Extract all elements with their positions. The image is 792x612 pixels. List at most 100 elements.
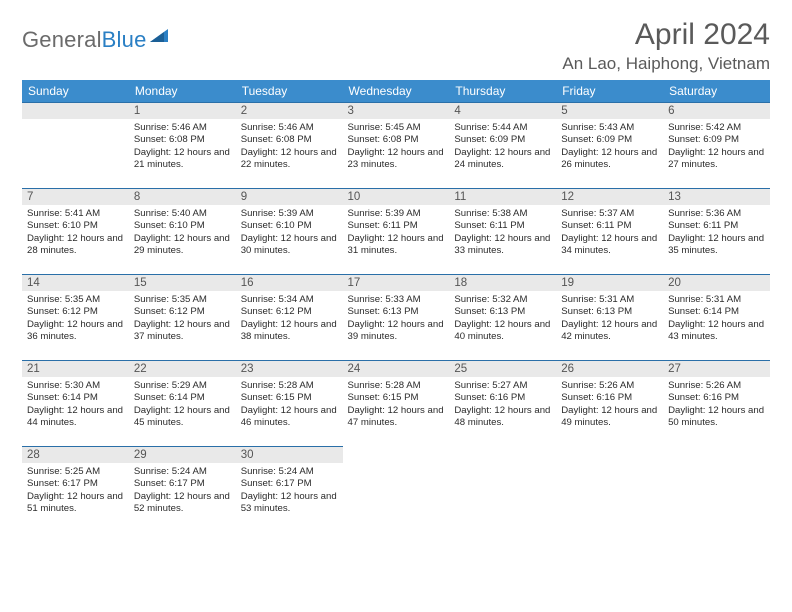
- calendar-cell-inner: 25Sunrise: 5:27 AMSunset: 6:16 PMDayligh…: [449, 360, 556, 446]
- calendar-cell: 10Sunrise: 5:39 AMSunset: 6:11 PMDayligh…: [343, 188, 450, 274]
- day-number: 1: [129, 102, 236, 119]
- daylight-text: Daylight: 12 hours and 35 minutes.: [668, 233, 765, 258]
- sunset-text: Sunset: 6:17 PM: [241, 478, 338, 490]
- cell-body: Sunrise: 5:36 AMSunset: 6:11 PMDaylight:…: [663, 205, 770, 259]
- sunset-text: Sunset: 6:17 PM: [134, 478, 231, 490]
- day-header: Thursday: [449, 80, 556, 102]
- day-number: 7: [22, 188, 129, 205]
- day-number: [22, 102, 129, 119]
- calendar-cell: 25Sunrise: 5:27 AMSunset: 6:16 PMDayligh…: [449, 360, 556, 446]
- calendar-cell-inner: [663, 446, 770, 532]
- sunrise-text: Sunrise: 5:39 AM: [348, 208, 445, 220]
- day-number: 9: [236, 188, 343, 205]
- title-block: April 2024 An Lao, Haiphong, Vietnam: [562, 18, 770, 74]
- calendar-cell: 26Sunrise: 5:26 AMSunset: 6:16 PMDayligh…: [556, 360, 663, 446]
- daylight-text: Daylight: 12 hours and 38 minutes.: [241, 319, 338, 344]
- brand-name: GeneralBlue: [22, 27, 147, 53]
- calendar-week-row: 14Sunrise: 5:35 AMSunset: 6:12 PMDayligh…: [22, 274, 770, 360]
- calendar-cell-inner: 16Sunrise: 5:34 AMSunset: 6:12 PMDayligh…: [236, 274, 343, 360]
- calendar-cell: 29Sunrise: 5:24 AMSunset: 6:17 PMDayligh…: [129, 446, 236, 532]
- day-number: 18: [449, 274, 556, 291]
- cell-body: Sunrise: 5:24 AMSunset: 6:17 PMDaylight:…: [236, 463, 343, 517]
- cell-body: Sunrise: 5:45 AMSunset: 6:08 PMDaylight:…: [343, 119, 450, 173]
- daylight-text: Daylight: 12 hours and 29 minutes.: [134, 233, 231, 258]
- day-number: 2: [236, 102, 343, 119]
- calendar-cell: [556, 446, 663, 532]
- calendar-cell: 2Sunrise: 5:46 AMSunset: 6:08 PMDaylight…: [236, 102, 343, 188]
- day-number: 25: [449, 360, 556, 377]
- day-header: Saturday: [663, 80, 770, 102]
- cell-body: Sunrise: 5:43 AMSunset: 6:09 PMDaylight:…: [556, 119, 663, 173]
- sunset-text: Sunset: 6:17 PM: [27, 478, 124, 490]
- cell-body: Sunrise: 5:35 AMSunset: 6:12 PMDaylight:…: [22, 291, 129, 345]
- sunrise-text: Sunrise: 5:24 AM: [134, 466, 231, 478]
- day-number: 15: [129, 274, 236, 291]
- cell-body: Sunrise: 5:39 AMSunset: 6:10 PMDaylight:…: [236, 205, 343, 259]
- cell-body: Sunrise: 5:25 AMSunset: 6:17 PMDaylight:…: [22, 463, 129, 517]
- calendar-cell-inner: 13Sunrise: 5:36 AMSunset: 6:11 PMDayligh…: [663, 188, 770, 274]
- calendar-body: 1Sunrise: 5:46 AMSunset: 6:08 PMDaylight…: [22, 102, 770, 532]
- sunrise-text: Sunrise: 5:30 AM: [27, 380, 124, 392]
- calendar-cell-inner: [343, 446, 450, 532]
- calendar-cell: 8Sunrise: 5:40 AMSunset: 6:10 PMDaylight…: [129, 188, 236, 274]
- sunrise-text: Sunrise: 5:33 AM: [348, 294, 445, 306]
- sunrise-text: Sunrise: 5:29 AM: [134, 380, 231, 392]
- calendar-cell-inner: 11Sunrise: 5:38 AMSunset: 6:11 PMDayligh…: [449, 188, 556, 274]
- day-number: 30: [236, 446, 343, 463]
- cell-body: Sunrise: 5:28 AMSunset: 6:15 PMDaylight:…: [236, 377, 343, 431]
- day-number: 23: [236, 360, 343, 377]
- daylight-text: Daylight: 12 hours and 33 minutes.: [454, 233, 551, 258]
- sunrise-text: Sunrise: 5:27 AM: [454, 380, 551, 392]
- daylight-text: Daylight: 12 hours and 39 minutes.: [348, 319, 445, 344]
- sunset-text: Sunset: 6:16 PM: [668, 392, 765, 404]
- calendar-cell: 4Sunrise: 5:44 AMSunset: 6:09 PMDaylight…: [449, 102, 556, 188]
- calendar-cell: 24Sunrise: 5:28 AMSunset: 6:15 PMDayligh…: [343, 360, 450, 446]
- sunrise-text: Sunrise: 5:28 AM: [241, 380, 338, 392]
- calendar-cell: 1Sunrise: 5:46 AMSunset: 6:08 PMDaylight…: [129, 102, 236, 188]
- calendar-cell: 3Sunrise: 5:45 AMSunset: 6:08 PMDaylight…: [343, 102, 450, 188]
- sunset-text: Sunset: 6:15 PM: [241, 392, 338, 404]
- day-number: 11: [449, 188, 556, 205]
- daylight-text: Daylight: 12 hours and 22 minutes.: [241, 147, 338, 172]
- cell-body: Sunrise: 5:30 AMSunset: 6:14 PMDaylight:…: [22, 377, 129, 431]
- calendar-cell-inner: 18Sunrise: 5:32 AMSunset: 6:13 PMDayligh…: [449, 274, 556, 360]
- cell-body: Sunrise: 5:41 AMSunset: 6:10 PMDaylight:…: [22, 205, 129, 259]
- sunset-text: Sunset: 6:12 PM: [27, 306, 124, 318]
- day-header: Friday: [556, 80, 663, 102]
- calendar-cell: 23Sunrise: 5:28 AMSunset: 6:15 PMDayligh…: [236, 360, 343, 446]
- calendar-cell-inner: 2Sunrise: 5:46 AMSunset: 6:08 PMDaylight…: [236, 102, 343, 188]
- daylight-text: Daylight: 12 hours and 40 minutes.: [454, 319, 551, 344]
- daylight-text: Daylight: 12 hours and 28 minutes.: [27, 233, 124, 258]
- calendar-cell: 15Sunrise: 5:35 AMSunset: 6:12 PMDayligh…: [129, 274, 236, 360]
- calendar-cell: 12Sunrise: 5:37 AMSunset: 6:11 PMDayligh…: [556, 188, 663, 274]
- day-number: 22: [129, 360, 236, 377]
- sunset-text: Sunset: 6:13 PM: [454, 306, 551, 318]
- calendar-cell-inner: 4Sunrise: 5:44 AMSunset: 6:09 PMDaylight…: [449, 102, 556, 188]
- sunset-text: Sunset: 6:16 PM: [561, 392, 658, 404]
- sunrise-text: Sunrise: 5:36 AM: [668, 208, 765, 220]
- calendar-cell-inner: 10Sunrise: 5:39 AMSunset: 6:11 PMDayligh…: [343, 188, 450, 274]
- cell-body: Sunrise: 5:31 AMSunset: 6:13 PMDaylight:…: [556, 291, 663, 345]
- daylight-text: Daylight: 12 hours and 30 minutes.: [241, 233, 338, 258]
- calendar-cell: 21Sunrise: 5:30 AMSunset: 6:14 PMDayligh…: [22, 360, 129, 446]
- sunrise-text: Sunrise: 5:38 AM: [454, 208, 551, 220]
- sunset-text: Sunset: 6:12 PM: [241, 306, 338, 318]
- daylight-text: Daylight: 12 hours and 24 minutes.: [454, 147, 551, 172]
- cell-body: Sunrise: 5:44 AMSunset: 6:09 PMDaylight:…: [449, 119, 556, 173]
- sunset-text: Sunset: 6:13 PM: [561, 306, 658, 318]
- day-number: 8: [129, 188, 236, 205]
- calendar-cell: 18Sunrise: 5:32 AMSunset: 6:13 PMDayligh…: [449, 274, 556, 360]
- sunset-text: Sunset: 6:10 PM: [134, 220, 231, 232]
- sunrise-text: Sunrise: 5:28 AM: [348, 380, 445, 392]
- calendar-cell-inner: 1Sunrise: 5:46 AMSunset: 6:08 PMDaylight…: [129, 102, 236, 188]
- calendar-week-row: 28Sunrise: 5:25 AMSunset: 6:17 PMDayligh…: [22, 446, 770, 532]
- daylight-text: Daylight: 12 hours and 26 minutes.: [561, 147, 658, 172]
- daylight-text: Daylight: 12 hours and 37 minutes.: [134, 319, 231, 344]
- calendar-cell: 28Sunrise: 5:25 AMSunset: 6:17 PMDayligh…: [22, 446, 129, 532]
- calendar-cell-inner: 20Sunrise: 5:31 AMSunset: 6:14 PMDayligh…: [663, 274, 770, 360]
- day-header: Monday: [129, 80, 236, 102]
- sunrise-text: Sunrise: 5:26 AM: [561, 380, 658, 392]
- day-header: Sunday: [22, 80, 129, 102]
- brand-name-gray: General: [22, 27, 102, 52]
- sunrise-text: Sunrise: 5:42 AM: [668, 122, 765, 134]
